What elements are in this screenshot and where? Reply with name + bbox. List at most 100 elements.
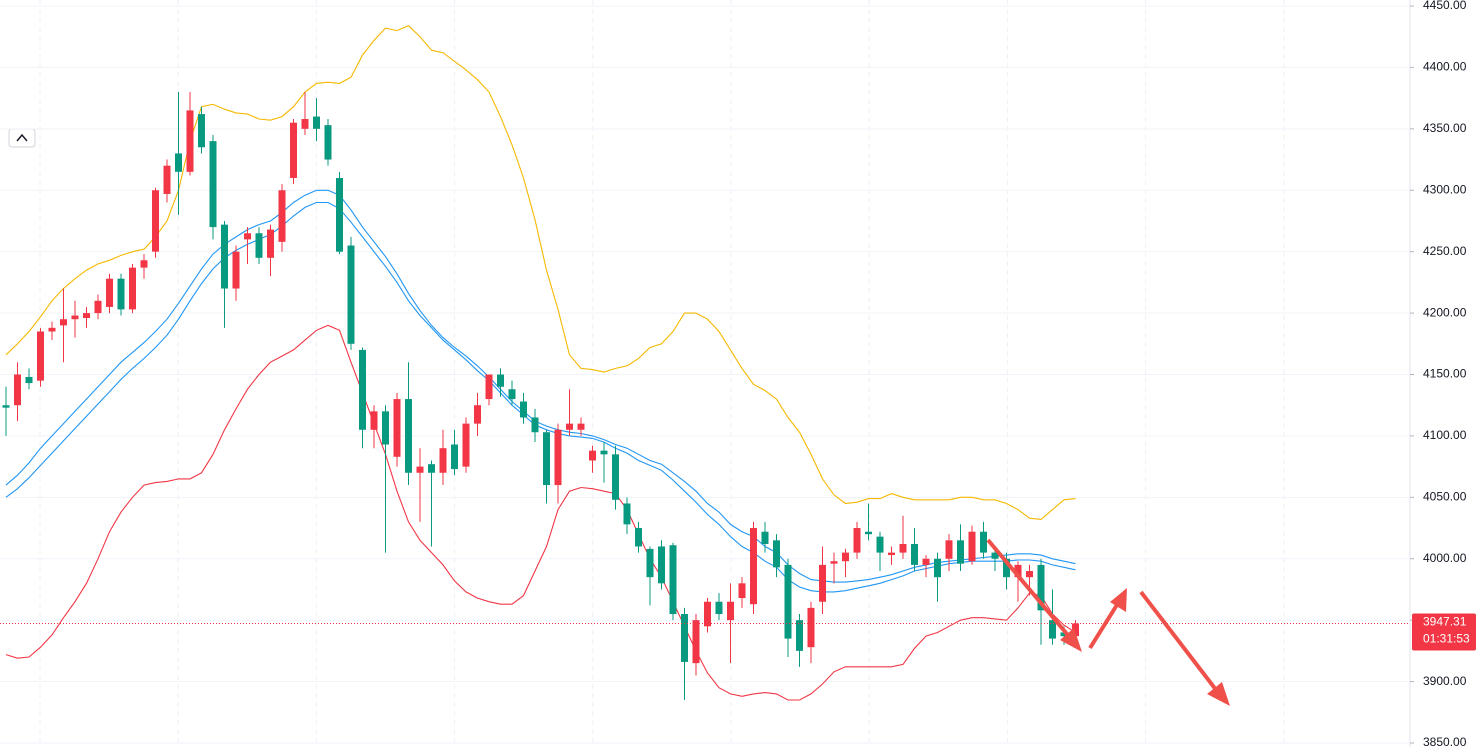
arrow-line	[1139, 590, 1222, 697]
candle-body	[370, 411, 378, 430]
y-tick-label: 4350.00	[1423, 121, 1467, 135]
candle-body	[416, 466, 424, 473]
y-tick-label: 4000.00	[1423, 551, 1467, 565]
candle-body	[600, 450, 608, 455]
candle-body	[773, 540, 780, 568]
candle-body	[71, 315, 79, 320]
button-frame[interactable]	[8, 128, 36, 148]
candle-body	[807, 607, 815, 648]
candle-body	[819, 564, 826, 602]
candle-body	[462, 423, 470, 467]
candle-body	[117, 278, 125, 310]
candle-body	[393, 399, 401, 457]
candle-body	[1072, 623, 1079, 637]
y-tick-label: 3850.00	[1423, 735, 1467, 747]
indicator-line	[5, 201, 1076, 593]
arrow-head	[1060, 628, 1082, 652]
candle-body	[554, 429, 562, 486]
candle-body	[347, 245, 355, 344]
candle-body	[531, 417, 539, 433]
candle-body	[324, 125, 332, 160]
candle-body	[140, 260, 148, 268]
candle-body	[577, 423, 585, 430]
annotation-arrows	[986, 538, 1230, 706]
candle-body	[704, 601, 711, 627]
candle-body	[83, 313, 90, 318]
countdown-label: 01:31:53	[1423, 632, 1470, 646]
arrow-head	[1110, 588, 1127, 612]
candle-body	[566, 423, 573, 430]
candle-body	[175, 153, 182, 172]
candle-body	[474, 405, 481, 424]
candle-body	[830, 561, 838, 564]
candle-body	[60, 319, 67, 326]
y-tick-label: 3900.00	[1423, 674, 1467, 688]
candle-body	[853, 528, 861, 553]
candle-body	[186, 110, 194, 172]
candle-body	[1060, 632, 1068, 637]
candle-body	[198, 114, 205, 148]
candle-body	[922, 558, 930, 565]
y-tick-label: 4050.00	[1423, 490, 1467, 504]
candle-body	[129, 267, 136, 310]
y-tick-label: 4150.00	[1423, 367, 1467, 381]
y-tick-label: 4400.00	[1423, 60, 1467, 74]
candle-body	[612, 454, 619, 500]
candle-body	[646, 548, 654, 578]
indicator-line	[5, 324, 1076, 701]
candle-body	[991, 552, 999, 559]
candle-body	[2, 405, 10, 408]
arrow-line	[1088, 598, 1122, 650]
candle-body	[336, 177, 343, 252]
y-tick-label: 4100.00	[1423, 428, 1467, 442]
candle-body	[255, 233, 263, 258]
candle-body	[888, 552, 895, 556]
candle-body	[865, 531, 872, 535]
candle-body	[221, 224, 228, 289]
candle-body	[1003, 558, 1010, 578]
candle-body	[152, 190, 159, 252]
candle-body	[106, 278, 113, 307]
candle-body	[37, 331, 44, 381]
candle-body	[934, 558, 941, 578]
y-tick-label: 4250.00	[1423, 244, 1467, 258]
candle-body	[508, 389, 516, 400]
candle-body	[796, 620, 803, 651]
candle-body	[428, 464, 435, 473]
candle-body	[911, 544, 918, 565]
candle-body	[209, 141, 217, 228]
candle-body	[451, 444, 458, 470]
candle-body	[738, 583, 746, 599]
candle-body	[750, 528, 757, 605]
candle-body	[658, 546, 665, 584]
candle-body	[761, 531, 769, 545]
candle-body	[497, 374, 504, 387]
candle-body	[94, 300, 102, 314]
candle-body	[359, 349, 366, 430]
candle-body	[543, 432, 550, 486]
candle-body	[876, 536, 884, 553]
candle-body	[290, 122, 297, 178]
collapse-button[interactable]	[8, 128, 36, 148]
y-tick-label: 4450.00	[1423, 0, 1467, 12]
candle-body	[244, 233, 251, 240]
indicator-line	[5, 25, 1076, 520]
candle-body	[945, 540, 953, 559]
candle-body	[727, 601, 734, 621]
candle-body	[163, 165, 171, 194]
candle-body	[623, 503, 631, 525]
candle-body	[278, 190, 286, 242]
chevron-icon[interactable]	[16, 133, 28, 142]
candle-body	[25, 376, 33, 384]
candle-body	[681, 614, 688, 662]
candle-body	[1049, 620, 1056, 639]
y-tick-label: 4200.00	[1423, 305, 1467, 319]
candle-body	[635, 528, 642, 547]
candle-body	[899, 544, 907, 553]
candle-body	[1014, 564, 1022, 578]
candle-body	[980, 531, 987, 553]
candle-body	[589, 450, 596, 461]
